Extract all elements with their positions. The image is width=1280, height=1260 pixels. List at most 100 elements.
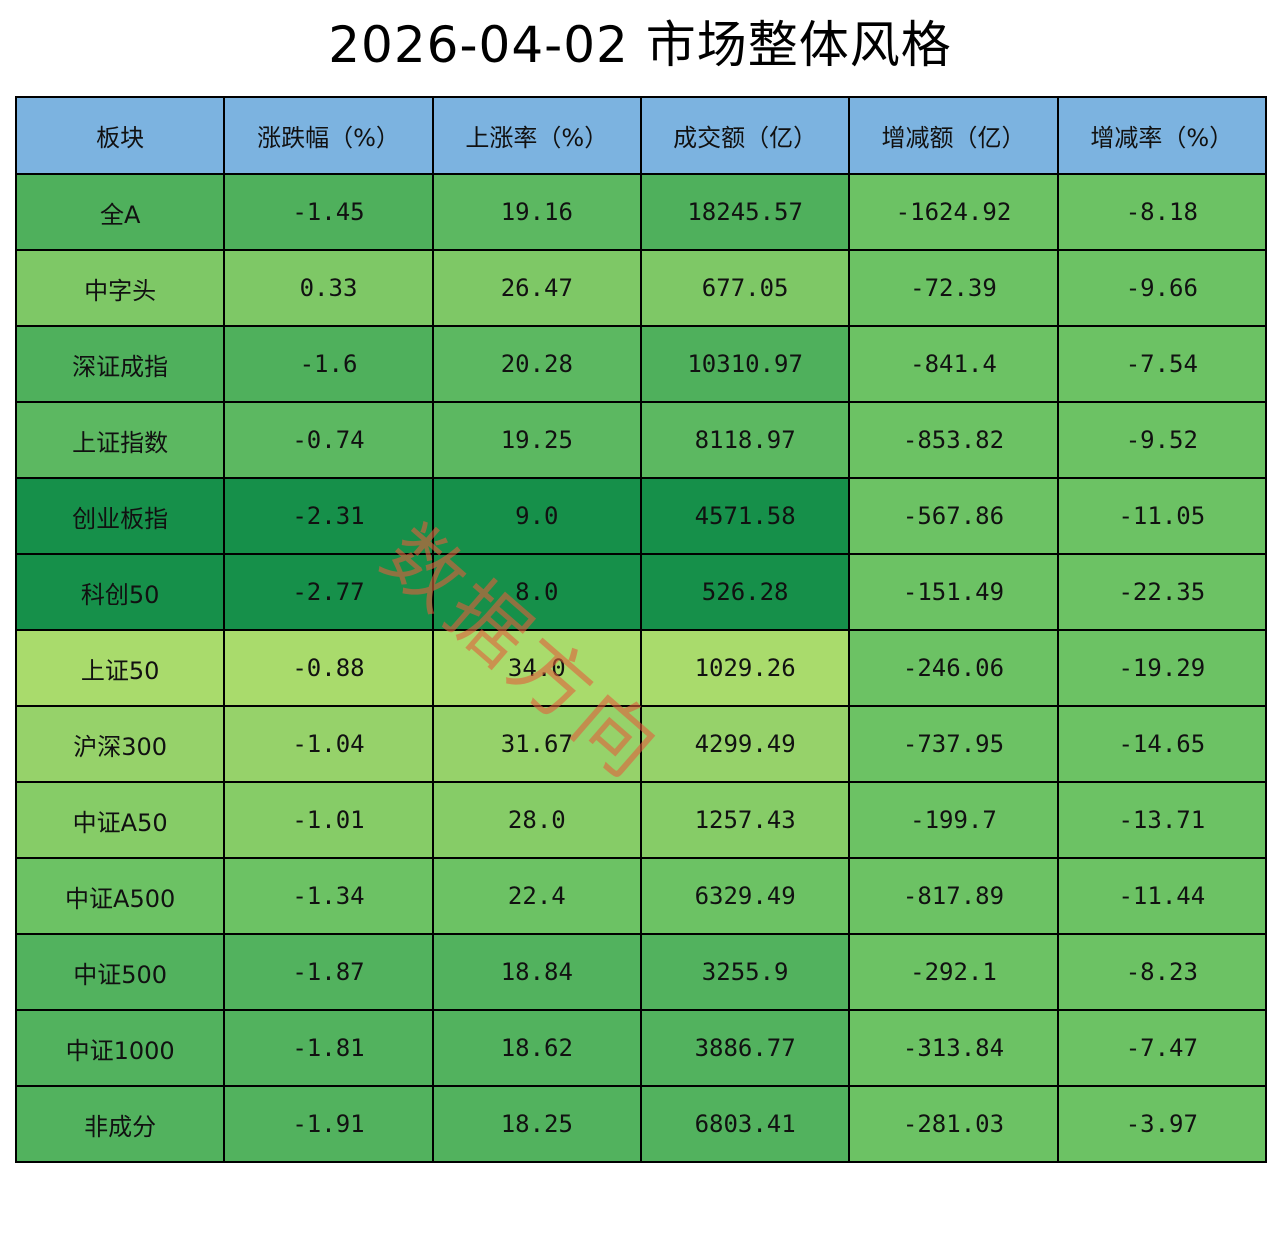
table-cell: 10310.97	[639, 325, 851, 403]
table-row: 中证A50 -1.01 28.0 1257.43 -199.7 -13.71	[14, 781, 1268, 859]
table-cell: -2.31	[223, 477, 434, 555]
column-header: 板块	[14, 96, 226, 175]
table-cell: -1.45	[223, 173, 434, 251]
table-cell: -292.1	[848, 933, 1059, 1011]
table-body: 全A -1.45 19.16 18245.57 -1624.92 -8.18 中字头 0.33…	[14, 173, 1268, 1163]
table-cell: -8.23	[1056, 933, 1268, 1011]
table-row: 中证1000 -1.81 18.62 3886.77 -313.84 -7.47	[14, 1009, 1268, 1087]
table-cell: 3255.9	[639, 933, 851, 1011]
table-cell: -1624.92	[848, 173, 1059, 251]
table-cell: 8118.97	[639, 401, 851, 479]
table-cell: -567.86	[848, 477, 1059, 555]
sector-name-cell: 非成分	[14, 1085, 226, 1163]
table-cell: -1.34	[223, 857, 434, 935]
table-cell: -853.82	[848, 401, 1059, 479]
sector-name-cell: 上证指数	[14, 401, 226, 479]
table-header-row: 板块 涨跌幅（%） 上涨率（%） 成交额（亿） 增减额（亿） 增减率（%）	[14, 96, 1268, 175]
table-cell: -0.88	[223, 629, 434, 707]
market-style-table: 板块 涨跌幅（%） 上涨率（%） 成交额（亿） 增减额（亿） 增减率（%） 全A -1.45…	[14, 96, 1268, 1163]
table-cell: 18.84	[431, 933, 642, 1011]
sector-name-cell: 全A	[14, 173, 226, 251]
table-cell: -737.95	[848, 705, 1059, 783]
table-cell: -7.47	[1056, 1009, 1268, 1087]
sector-name-cell: 沪深300	[14, 705, 226, 783]
table-row: 科创50 -2.77 8.0 526.28 -151.49 -22.35	[14, 553, 1268, 631]
table-cell: -11.44	[1056, 857, 1268, 935]
table-cell: 18.25	[431, 1085, 642, 1163]
table-row: 深证成指 -1.6 20.28 10310.97 -841.4 -7.54	[14, 325, 1268, 403]
table-cell: -19.29	[1056, 629, 1268, 707]
sector-name-cell: 中证A500	[14, 857, 226, 935]
table-cell: -246.06	[848, 629, 1059, 707]
sector-name-cell: 科创50	[14, 553, 226, 631]
table-cell: -13.71	[1056, 781, 1268, 859]
table-cell: 19.25	[431, 401, 642, 479]
table-cell: 526.28	[639, 553, 851, 631]
table-row: 中字头 0.33 26.47 677.05 -72.39 -9.66	[14, 249, 1268, 327]
table-cell: -9.52	[1056, 401, 1268, 479]
table-cell: -3.97	[1056, 1085, 1268, 1163]
table-cell: 18245.57	[639, 173, 851, 251]
sector-name-cell: 中证500	[14, 933, 226, 1011]
table-cell: -199.7	[848, 781, 1059, 859]
table-cell: -14.65	[1056, 705, 1268, 783]
column-header: 增减率（%）	[1056, 96, 1268, 175]
table-row: 上证50 -0.88 34.0 1029.26 -246.06 -19.29	[14, 629, 1268, 707]
table-row: 中证500 -1.87 18.84 3255.9 -292.1 -8.23	[14, 933, 1268, 1011]
table-row: 沪深300 -1.04 31.67 4299.49 -737.95 -14.65	[14, 705, 1268, 783]
table-cell: -0.74	[223, 401, 434, 479]
sector-name-cell: 中证1000	[14, 1009, 226, 1087]
table-cell: -1.01	[223, 781, 434, 859]
table-cell: 22.4	[431, 857, 642, 935]
table-row: 中证A500 -1.34 22.4 6329.49 -817.89 -11.44	[14, 857, 1268, 935]
table-cell: 0.33	[223, 249, 434, 327]
table-cell: 28.0	[431, 781, 642, 859]
table-cell: 20.28	[431, 325, 642, 403]
sector-name-cell: 中字头	[14, 249, 226, 327]
table-cell: 6329.49	[639, 857, 851, 935]
table-cell: -313.84	[848, 1009, 1059, 1087]
table-cell: -2.77	[223, 553, 434, 631]
sector-name-cell: 上证50	[14, 629, 226, 707]
table-cell: -72.39	[848, 249, 1059, 327]
table-cell: -1.04	[223, 705, 434, 783]
column-header: 涨跌幅（%）	[223, 96, 434, 175]
table-cell: 1029.26	[639, 629, 851, 707]
table-cell: 677.05	[639, 249, 851, 327]
page-title: 2026-04-02 市场整体风格	[328, 16, 952, 74]
table-cell: -1.6	[223, 325, 434, 403]
table-cell: -11.05	[1056, 477, 1268, 555]
sector-name-cell: 中证A50	[14, 781, 226, 859]
table-cell: 4571.58	[639, 477, 851, 555]
table-cell: 19.16	[431, 173, 642, 251]
table-cell: -7.54	[1056, 325, 1268, 403]
table-cell: 9.0	[431, 477, 642, 555]
column-header: 成交额（亿）	[639, 96, 851, 175]
table-cell: 3886.77	[639, 1009, 851, 1087]
table-cell: -281.03	[848, 1085, 1059, 1163]
table-cell: -817.89	[848, 857, 1059, 935]
table-row: 上证指数 -0.74 19.25 8118.97 -853.82 -9.52	[14, 401, 1268, 479]
sector-name-cell: 创业板指	[14, 477, 226, 555]
table-cell: -1.81	[223, 1009, 434, 1087]
table-cell: 34.0	[431, 629, 642, 707]
table-cell: -841.4	[848, 325, 1059, 403]
table-cell: 31.67	[431, 705, 642, 783]
table-cell: 26.47	[431, 249, 642, 327]
sector-name-cell: 深证成指	[14, 325, 226, 403]
table-cell: 6803.41	[639, 1085, 851, 1163]
table-cell: -9.66	[1056, 249, 1268, 327]
table-cell: -22.35	[1056, 553, 1268, 631]
table-row: 全A -1.45 19.16 18245.57 -1624.92 -8.18	[14, 173, 1268, 251]
column-header: 上涨率（%）	[431, 96, 642, 175]
table-cell: -8.18	[1056, 173, 1268, 251]
table-cell: -151.49	[848, 553, 1059, 631]
table-row: 非成分 -1.91 18.25 6803.41 -281.03 -3.97	[14, 1085, 1268, 1163]
table-cell: -1.87	[223, 933, 434, 1011]
table-cell: 4299.49	[639, 705, 851, 783]
column-header: 增减额（亿）	[848, 96, 1059, 175]
table-cell: 18.62	[431, 1009, 642, 1087]
table-row: 创业板指 -2.31 9.0 4571.58 -567.86 -11.05	[14, 477, 1268, 555]
table-cell: 8.0	[431, 553, 642, 631]
table-cell: -1.91	[223, 1085, 434, 1163]
